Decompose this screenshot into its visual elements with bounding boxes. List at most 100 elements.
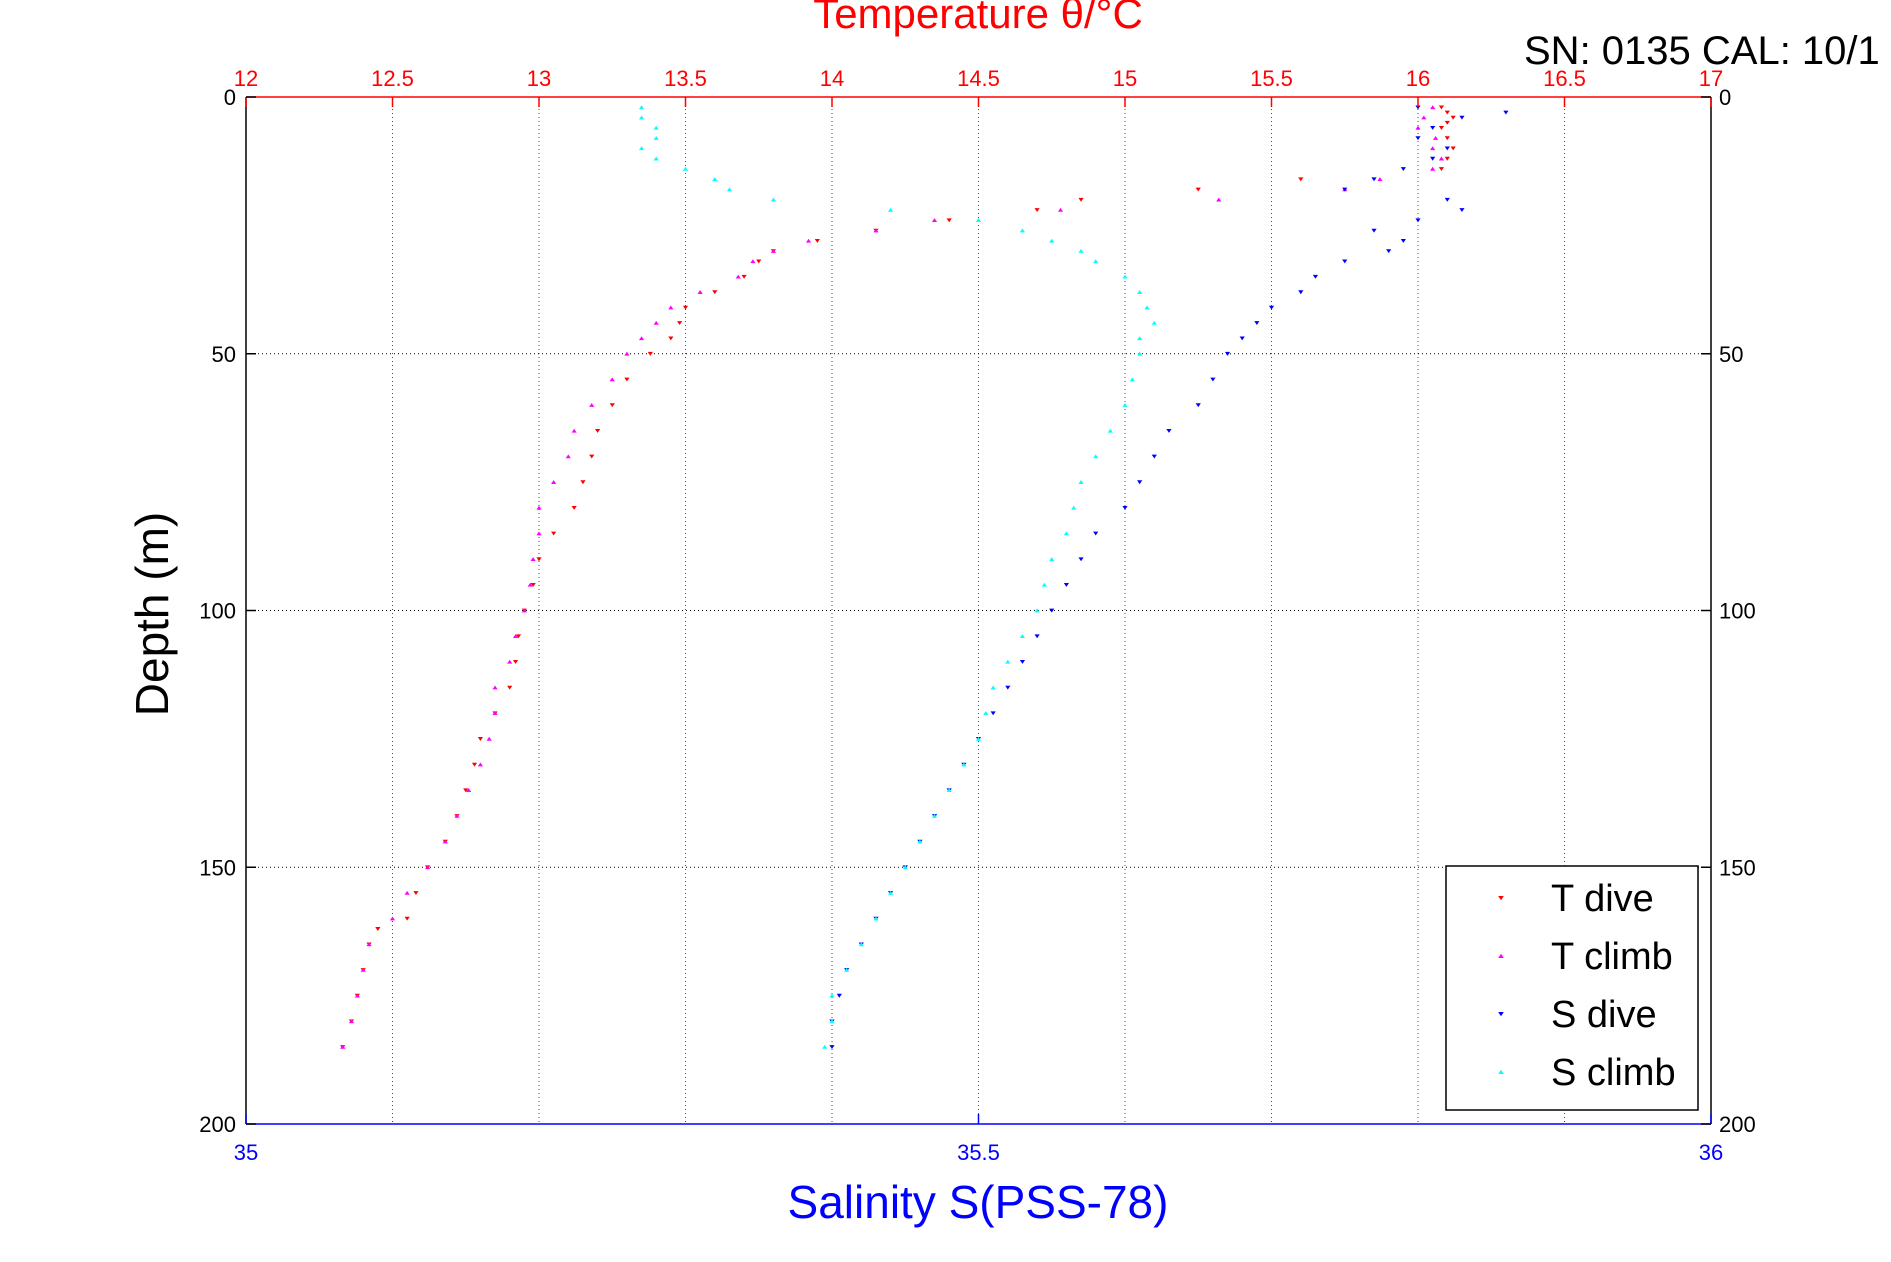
t-climb-point xyxy=(340,1044,346,1049)
temperature-tick-label: 15 xyxy=(1113,66,1137,91)
t-dive-point xyxy=(741,274,747,279)
s-climb-point xyxy=(1019,634,1026,638)
s-climb-point xyxy=(653,136,659,140)
s-dive-point xyxy=(1049,608,1055,613)
t-dive-point xyxy=(1438,125,1445,130)
depth-tick-label-right: 0 xyxy=(1719,85,1731,110)
s-climb-point xyxy=(1137,351,1143,356)
temperature-tick-label: 14.5 xyxy=(957,66,1000,91)
s-climb-point xyxy=(822,1044,828,1049)
s-climb-point xyxy=(1005,659,1011,664)
t-dive-point xyxy=(1444,136,1450,141)
s-dive-point xyxy=(1342,259,1348,264)
t-dive-point xyxy=(1298,177,1304,182)
s-climb-point xyxy=(653,125,659,130)
s-dive-point xyxy=(1459,115,1465,120)
salinity-tick-label: 35 xyxy=(234,1140,258,1165)
t-climb-point xyxy=(366,942,372,947)
t-climb-point xyxy=(348,1019,355,1024)
depth-tick-label-left: 50 xyxy=(212,342,236,367)
temperature-tick-label: 12.5 xyxy=(371,66,414,91)
s-climb-point xyxy=(638,115,645,120)
t-climb-point xyxy=(527,582,533,587)
t-dive-point xyxy=(1078,197,1084,202)
temperature-tick-label: 16 xyxy=(1406,66,1430,91)
depth-tick-label-right: 50 xyxy=(1719,342,1743,367)
s-dive-point xyxy=(1063,583,1069,587)
legend-label-t-climb: T climb xyxy=(1551,936,1673,978)
s-climb-point xyxy=(1049,238,1055,243)
depth-tick-label-left: 200 xyxy=(199,1112,236,1137)
t-dive-point xyxy=(515,634,522,639)
t-climb-point xyxy=(750,259,756,264)
s-climb-point xyxy=(961,762,967,767)
t-dive-point xyxy=(507,685,513,690)
s-climb-point xyxy=(638,105,645,110)
t-dive-point xyxy=(530,583,536,587)
s-dive-point xyxy=(1298,290,1304,295)
s-dive-point xyxy=(1444,197,1450,202)
t-climb-point xyxy=(1432,136,1439,140)
s-climb-point xyxy=(902,865,908,870)
s-dive-point xyxy=(829,1045,835,1050)
legend-marker-s-dive xyxy=(1498,1012,1504,1017)
salinity-tick-label: 36 xyxy=(1699,1140,1723,1165)
t-climb-point xyxy=(425,865,431,870)
t-climb-point xyxy=(931,218,938,223)
s-climb-point xyxy=(858,942,864,947)
t-climb-point xyxy=(1430,105,1436,110)
s-climb-point xyxy=(1137,336,1143,341)
s-dive-point xyxy=(1386,249,1392,254)
t-climb-point xyxy=(507,659,513,664)
s-climb-point xyxy=(638,146,645,151)
salinity-tick-label: 35.5 xyxy=(957,1140,1000,1165)
t-dive-point xyxy=(1444,120,1450,125)
t-climb-point xyxy=(1057,207,1064,212)
t-dive-point xyxy=(1450,115,1456,120)
t-climb-point xyxy=(1377,177,1383,181)
t-climb-point xyxy=(609,377,615,382)
legend-label-s-dive: S dive xyxy=(1551,994,1657,1036)
t-climb-point xyxy=(442,839,448,844)
s-dive-point xyxy=(1415,218,1421,223)
s-dive-point xyxy=(1342,187,1348,192)
t-climb-point xyxy=(404,890,410,895)
s-dive-point xyxy=(1005,685,1011,690)
t-dive-point xyxy=(536,557,542,562)
t-dive-point xyxy=(589,454,595,459)
salinity-axis-label: Salinity S(PSS-78) xyxy=(788,1176,1169,1228)
legend-marker-t-climb xyxy=(1498,953,1504,958)
t-climb-point xyxy=(536,531,542,536)
t-dive-point xyxy=(756,259,762,264)
t-dive-point xyxy=(712,290,718,295)
s-climb-point xyxy=(1129,377,1135,382)
depth-tick-label-right: 100 xyxy=(1719,599,1756,624)
s-climb-point xyxy=(946,788,952,793)
t-dive-point xyxy=(375,927,381,931)
t-climb-point xyxy=(735,274,741,279)
legend-label-t-dive: T dive xyxy=(1551,878,1654,920)
t-climb-point xyxy=(1430,146,1436,151)
s-climb-point xyxy=(1151,320,1157,325)
s-dive-point xyxy=(1093,531,1099,536)
t-climb-point xyxy=(486,736,492,741)
t-dive-point xyxy=(1438,105,1445,110)
t-climb-point xyxy=(466,788,472,793)
t-dive-point xyxy=(404,916,410,921)
temperature-tick-label: 13.5 xyxy=(664,66,707,91)
t-dive-point xyxy=(682,305,689,310)
s-dive-point xyxy=(836,993,842,998)
s-dive-point xyxy=(1415,105,1421,110)
s-climb-point xyxy=(983,711,989,716)
legend-marker-t-dive xyxy=(1498,896,1504,901)
t-dive-point xyxy=(624,377,630,382)
s-dive-point xyxy=(1400,238,1406,243)
t-dive-point xyxy=(814,238,820,243)
s-dive-point xyxy=(1503,110,1509,115)
s-dive-point xyxy=(1430,125,1436,130)
s-climb-point xyxy=(1034,608,1040,613)
s-climb-point xyxy=(770,197,776,202)
depth-tick-label-left: 150 xyxy=(199,855,236,880)
legend-marker-s-climb xyxy=(1498,1069,1504,1074)
s-dive-point xyxy=(1415,136,1421,141)
